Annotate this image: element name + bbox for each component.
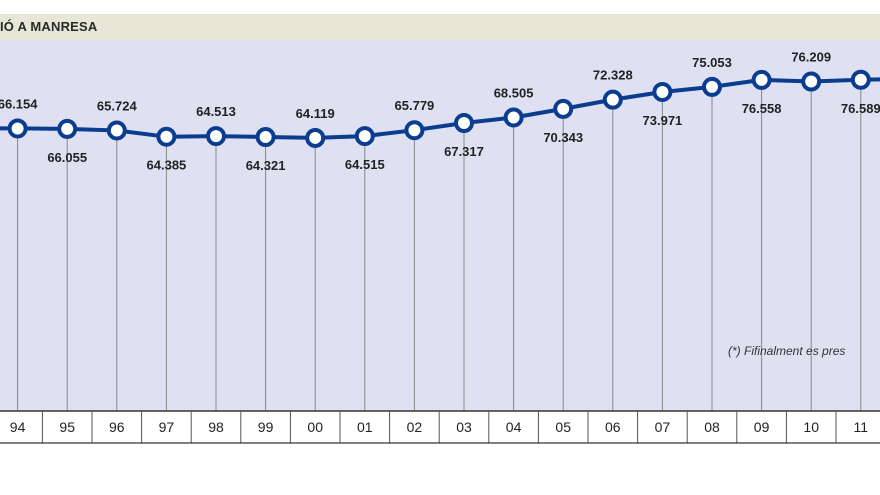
data-point (751, 69, 772, 90)
data-point (106, 120, 127, 141)
axis-band (0, 411, 880, 495)
data-point (404, 120, 425, 141)
data-point (206, 126, 226, 147)
header-band (0, 14, 880, 40)
x-tick-label: 95 (59, 419, 75, 435)
data-label: 75.053 (692, 55, 732, 70)
data-label: 64.513 (196, 104, 236, 119)
data-point (156, 126, 177, 147)
x-tick-label: 07 (655, 419, 671, 435)
data-point (801, 71, 822, 92)
x-tick-label: 11 (854, 419, 869, 435)
x-tick-label: 96 (109, 419, 125, 435)
data-label: 72.328 (593, 68, 633, 83)
data-label: 65.779 (395, 98, 435, 113)
data-label: 76.558 (742, 101, 782, 116)
x-tick-label: 94 (10, 419, 26, 435)
data-point (702, 76, 722, 97)
x-tick-label: 03 (456, 419, 472, 435)
plot-area (0, 40, 880, 411)
data-label: 64.515 (345, 157, 385, 172)
data-label: 76.209 (791, 50, 831, 65)
x-tick-label: 97 (159, 419, 175, 435)
chart-header-title: IÓ A MANRESA (0, 19, 98, 34)
x-tick-label: 10 (803, 419, 819, 435)
x-tick-label: 05 (555, 419, 571, 435)
data-label: 76.589 (841, 101, 880, 116)
data-label: 64.321 (246, 158, 286, 173)
data-label: 64.119 (296, 106, 335, 121)
x-tick-label: 09 (754, 419, 770, 435)
data-point (652, 81, 673, 102)
data-label: 64.385 (147, 158, 187, 173)
data-label: 67.317 (444, 144, 484, 159)
x-tick-label: 01 (357, 419, 373, 435)
data-label: 73.971 (643, 113, 683, 128)
x-tick-label: 98 (208, 419, 224, 435)
x-tick-label: 04 (506, 419, 522, 435)
data-label: 66.055 (47, 150, 87, 165)
data-point (305, 127, 326, 148)
data-point (850, 69, 871, 90)
x-tick-label: 08 (704, 419, 720, 435)
x-tick-label: 02 (407, 419, 423, 435)
data-label: 66.154 (0, 96, 38, 111)
data-point (354, 126, 375, 147)
data-point (57, 118, 78, 139)
data-label: 70.343 (543, 130, 583, 145)
data-point (503, 107, 524, 128)
data-point (255, 127, 276, 148)
data-point (7, 118, 28, 139)
footnote: (*) Fifinalment es pres (728, 344, 846, 358)
x-tick-label: 06 (605, 419, 621, 435)
data-point (553, 98, 574, 119)
x-tick-label: 00 (307, 419, 323, 435)
data-label: 65.724 (97, 98, 138, 113)
data-point (454, 113, 474, 134)
data-point (602, 89, 623, 110)
x-tick-label: 99 (258, 419, 274, 435)
data-label: 68.505 (494, 85, 534, 100)
